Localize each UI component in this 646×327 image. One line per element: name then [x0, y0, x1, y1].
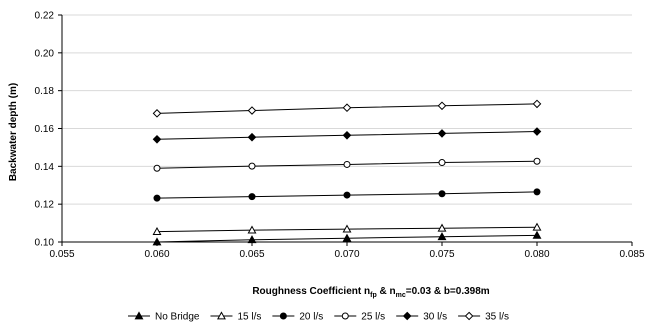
legend-label: 15 l/s: [237, 312, 261, 323]
x-axis-title-sub-fp: fp: [370, 292, 377, 299]
data-point-30-l-s: [342, 131, 352, 140]
legend-label: 30 l/s: [423, 312, 447, 323]
data-point-20-l-s: [533, 188, 541, 196]
series-20-l-s: [153, 188, 541, 202]
data-point-no-bridge: [532, 230, 542, 239]
x-axis-title-mid: & n: [377, 286, 396, 297]
y-tick-label: 0.16: [35, 124, 55, 135]
x-tick-label: 0.060: [144, 249, 169, 260]
y-tick-label: 0.10: [35, 238, 55, 249]
legend-label: 35 l/s: [485, 312, 509, 323]
y-tick-label: 0.20: [35, 48, 55, 59]
data-point-35-l-s: [152, 109, 162, 118]
series-25-l-s: [153, 157, 541, 172]
data-point-25-l-s: [153, 164, 161, 172]
series-no-bridge: [152, 230, 542, 246]
legend-item-35-l-s: 35 l/s: [458, 312, 509, 323]
data-point-15-l-s: [437, 223, 447, 232]
data-point-35-l-s: [437, 101, 447, 111]
data-point-30-l-s: [152, 134, 162, 144]
legend-marker: [341, 312, 349, 320]
data-point-35-l-s: [342, 103, 352, 112]
data-point-20-l-s: [343, 191, 351, 199]
data-point-20-l-s: [248, 193, 256, 201]
y-tick-label: 0.22: [35, 11, 55, 22]
data-point-20-l-s: [438, 190, 446, 198]
series-15-l-s: [152, 222, 542, 235]
legend-marker: [134, 311, 144, 320]
series-layer: [152, 99, 542, 246]
legend: No Bridge 15 l/s 20 l/s 25 l/s 30 l/s 35 l/s: [128, 311, 509, 323]
x-axis-title-main: Roughness Coefficient n: [252, 286, 370, 297]
data-point-25-l-s: [343, 160, 351, 168]
x-axis-title: Roughness Coefficient nfp & nmc=0.03 & b…: [252, 286, 489, 299]
series-35-l-s: [152, 99, 542, 118]
legend-item-25-l-s: 25 l/s: [334, 312, 385, 323]
legend-marker: [402, 311, 412, 321]
x-axis-title-tail: =0.03 & b=0.398m: [406, 286, 490, 297]
y-tick-label: 0.18: [35, 86, 55, 97]
data-point-35-l-s: [532, 99, 542, 109]
data-point-30-l-s: [437, 129, 447, 138]
data-point-25-l-s: [533, 157, 541, 165]
y-axis-title: Backwater depth (m): [8, 83, 19, 181]
x-tick-label: 0.070: [334, 249, 359, 260]
legend-label: 20 l/s: [299, 312, 323, 323]
data-point-15-l-s: [342, 224, 352, 233]
data-point-25-l-s: [248, 162, 256, 170]
x-tick-label: 0.075: [429, 249, 454, 260]
data-point-15-l-s: [247, 225, 257, 234]
data-point-25-l-s: [438, 159, 446, 167]
legend-item-no-bridge: No Bridge: [128, 311, 200, 323]
legend-item-30-l-s: 30 l/s: [396, 312, 447, 323]
y-tick-label: 0.12: [35, 200, 55, 211]
legend-marker: [464, 311, 474, 321]
data-point-30-l-s: [247, 132, 257, 142]
legend-label: 25 l/s: [361, 312, 385, 323]
x-tick-label: 0.065: [239, 249, 264, 260]
x-tick-label: 0.085: [619, 249, 644, 260]
x-tick-label: 0.055: [49, 249, 74, 260]
data-point-no-bridge: [342, 233, 352, 242]
data-point-no-bridge: [437, 232, 447, 241]
series-30-l-s: [152, 127, 542, 144]
y-tick-label: 0.14: [35, 162, 55, 173]
data-point-20-l-s: [153, 194, 161, 202]
data-point-15-l-s: [532, 222, 542, 231]
data-point-30-l-s: [532, 127, 542, 136]
data-point-no-bridge: [247, 235, 257, 244]
legend-marker: [217, 311, 226, 320]
legend-item-20-l-s: 20 l/s: [272, 312, 323, 323]
x-axis-title-sub-mc: mc: [396, 292, 406, 299]
x-tick-label: 0.080: [524, 249, 549, 260]
legend-marker: [279, 312, 287, 320]
legend-label: No Bridge: [155, 312, 200, 323]
data-point-no-bridge: [152, 237, 162, 246]
data-point-35-l-s: [247, 106, 257, 115]
data-point-15-l-s: [152, 226, 162, 235]
legend-item-15-l-s: 15 l/s: [210, 311, 261, 323]
